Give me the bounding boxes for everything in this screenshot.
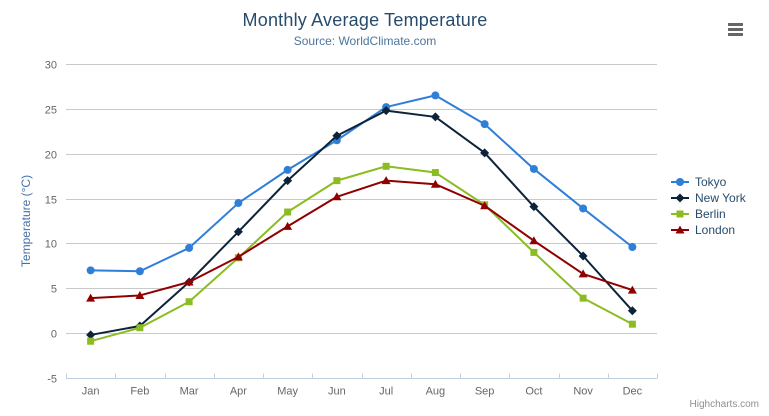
- legend-marker-berlin[interactable]: [676, 210, 684, 218]
- x-axis-tick-label: Sep: [475, 386, 495, 398]
- legend-item-tokyo[interactable]: Tokyo: [670, 174, 746, 190]
- legend-marker-london[interactable]: [675, 225, 685, 234]
- data-point-london[interactable]: [430, 179, 440, 188]
- data-point-new-york[interactable]: [86, 330, 96, 340]
- data-point-new-york[interactable]: [283, 176, 293, 186]
- data-point-london[interactable]: [578, 269, 588, 278]
- y-axis-tick-label: -5: [47, 374, 57, 386]
- data-point-berlin[interactable]: [382, 162, 390, 170]
- data-point-london[interactable]: [233, 252, 243, 261]
- chart-subtitle: Source: WorldClimate.com: [293, 34, 437, 48]
- legend: Tokyo New York Berlin London: [670, 174, 746, 238]
- data-point-tokyo[interactable]: [579, 204, 588, 213]
- legend-triangle-icon: [671, 225, 689, 234]
- x-axis-tick-label: Jun: [328, 386, 346, 398]
- legend-item-label: New York: [695, 191, 746, 205]
- data-point-tokyo[interactable]: [529, 164, 538, 173]
- legend-marker-tokyo[interactable]: [676, 178, 684, 186]
- data-point-tokyo[interactable]: [480, 120, 489, 129]
- series-line-new-york: [89, 109, 634, 336]
- y-axis-title: Temperature (°C): [19, 175, 33, 267]
- data-point-london[interactable]: [184, 277, 194, 286]
- data-point-tokyo[interactable]: [283, 165, 292, 174]
- data-point-berlin[interactable]: [87, 337, 95, 345]
- data-point-tokyo[interactable]: [86, 266, 95, 275]
- legend-item-label: London: [695, 223, 736, 237]
- data-point-berlin[interactable]: [579, 294, 587, 302]
- data-point-new-york[interactable]: [529, 202, 539, 212]
- data-point-berlin[interactable]: [333, 177, 341, 185]
- data-point-berlin[interactable]: [185, 298, 193, 306]
- data-point-tokyo[interactable]: [628, 243, 637, 252]
- data-point-tokyo[interactable]: [185, 243, 194, 252]
- legend-item-label: Berlin: [695, 207, 726, 221]
- x-axis-tick-label: May: [277, 386, 298, 398]
- series-london: [86, 176, 637, 302]
- data-point-new-york[interactable]: [578, 251, 588, 261]
- legend-item-london[interactable]: London: [670, 222, 746, 238]
- y-axis-tick-label: 15: [45, 195, 57, 207]
- x-axis-tick-label: Apr: [230, 386, 247, 398]
- legend-marker-new-york[interactable]: [675, 193, 685, 203]
- x-axis-tick-label: Mar: [180, 386, 199, 398]
- data-point-tokyo[interactable]: [234, 199, 243, 208]
- data-point-berlin[interactable]: [136, 324, 144, 332]
- x-axis-tick-label: Feb: [130, 386, 149, 398]
- x-axis-tick-label: Jan: [82, 386, 100, 398]
- y-axis-tick-label: 0: [51, 329, 57, 341]
- data-point-new-york[interactable]: [627, 306, 637, 316]
- legend-item-berlin[interactable]: Berlin: [670, 206, 746, 222]
- x-axis-tick-label: Oct: [525, 386, 542, 398]
- data-point-london[interactable]: [86, 293, 96, 302]
- data-point-tokyo[interactable]: [135, 267, 144, 276]
- data-point-london[interactable]: [381, 176, 391, 185]
- data-point-new-york[interactable]: [233, 227, 243, 237]
- legend-circle-icon: [671, 178, 689, 186]
- legend-diamond-icon: [671, 193, 689, 203]
- x-axis-tick-label: Nov: [573, 386, 593, 398]
- data-point-berlin[interactable]: [530, 248, 538, 256]
- data-point-london[interactable]: [332, 192, 342, 201]
- y-axis-tick-label: 25: [45, 105, 57, 117]
- data-point-london[interactable]: [529, 236, 539, 245]
- data-point-london[interactable]: [283, 221, 293, 230]
- data-point-berlin[interactable]: [431, 169, 439, 177]
- series-tokyo: [86, 91, 637, 276]
- data-point-london[interactable]: [627, 285, 637, 294]
- context-menu-button[interactable]: [726, 20, 748, 41]
- legend-square-icon: [671, 210, 689, 218]
- credits-link[interactable]: Highcharts.com: [689, 399, 759, 410]
- data-point-new-york[interactable]: [381, 106, 391, 116]
- hamburger-icon: [728, 23, 746, 36]
- legend-item-label: Tokyo: [695, 175, 727, 189]
- series-new-york: [86, 106, 637, 340]
- series-line-tokyo: [89, 94, 634, 273]
- y-axis-tick-label: 20: [45, 150, 57, 162]
- x-axis-tick-label: Dec: [623, 386, 643, 398]
- data-point-tokyo[interactable]: [431, 91, 440, 100]
- data-point-london[interactable]: [135, 290, 145, 299]
- legend-item-new-york[interactable]: New York: [670, 190, 746, 206]
- data-point-berlin[interactable]: [284, 208, 292, 216]
- data-point-berlin[interactable]: [628, 320, 636, 328]
- series-line-berlin: [89, 165, 634, 343]
- y-axis-tick-label: 30: [45, 60, 57, 72]
- data-point-new-york[interactable]: [480, 148, 490, 158]
- data-point-london[interactable]: [480, 201, 490, 210]
- y-axis-tick-label: 5: [51, 284, 57, 296]
- series-line-london: [89, 179, 634, 300]
- x-axis-tick-label: Jul: [379, 386, 393, 398]
- chart-title: Monthly Average Temperature: [242, 10, 488, 30]
- x-axis-tick-label: Aug: [426, 386, 446, 398]
- data-point-new-york[interactable]: [332, 131, 342, 141]
- y-axis-tick-label: 10: [45, 239, 57, 251]
- data-point-new-york[interactable]: [430, 112, 440, 122]
